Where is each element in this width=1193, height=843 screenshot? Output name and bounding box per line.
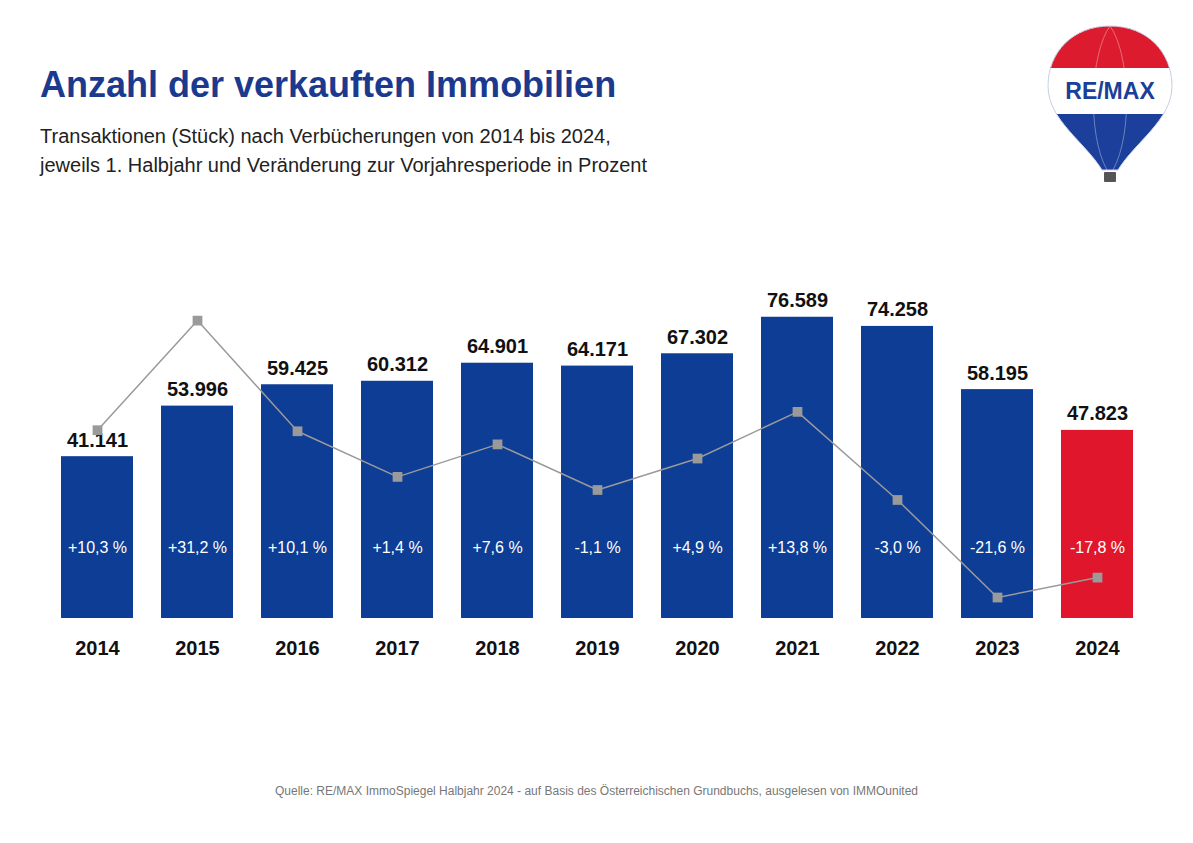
svg-text:67.302: 67.302: [667, 326, 728, 348]
svg-text:41.141: 41.141: [66, 428, 129, 451]
svg-text:+10,1 %: +10,1 %: [268, 539, 327, 556]
svg-text:64.171: 64.171: [567, 338, 628, 360]
svg-text:+4,9 %: +4,9 %: [672, 539, 722, 556]
svg-text:2022: 2022: [875, 637, 920, 659]
svg-text:64.901: 64.901: [467, 335, 528, 357]
svg-text:47.823: 47.823: [1067, 402, 1128, 424]
svg-text:+13,8 %: +13,8 %: [768, 539, 827, 556]
svg-text:2019: 2019: [575, 637, 620, 659]
svg-text:58.195: 58.195: [967, 362, 1028, 384]
svg-text:2023: 2023: [975, 637, 1020, 659]
svg-text:-17,8 %: -17,8 %: [1070, 539, 1125, 556]
html-text:Anzahl der verkauften Immobili: Anzahl der verkauften Immobilien: [40, 64, 617, 105]
svg-text:2015: 2015: [175, 637, 220, 659]
svg-text:60.312: 60.312: [367, 353, 428, 375]
svg-text:-3,0 %: -3,0 %: [874, 539, 920, 556]
svg-text:2016: 2016: [275, 637, 320, 659]
svg-text:2018: 2018: [475, 637, 520, 659]
svg-text:2014: 2014: [75, 637, 120, 659]
svg-text:-21,6 %: -21,6 %: [970, 539, 1025, 556]
svg-text:+31,2 %: +31,2 %: [168, 539, 227, 556]
svg-text:+10,3 %: +10,3 %: [68, 539, 127, 556]
svg-text:2020: 2020: [675, 637, 720, 659]
svg-text:-1,1 %: -1,1 %: [574, 539, 620, 556]
html-text:Transaktionen (Stück) nach Ver: Transaktionen (Stück) nach Verbücherunge…: [40, 125, 647, 176]
svg-text:+7,6 %: +7,6 %: [472, 539, 522, 556]
svg-text:59.425: 59.425: [267, 357, 328, 379]
svg-text:2021: 2021: [775, 637, 820, 659]
svg-text:76.589: 76.589: [767, 289, 828, 311]
svg-text:2024: 2024: [1075, 637, 1120, 659]
svg-text:53.996: 53.996: [167, 378, 228, 400]
html-text:Quelle: RE/MAX ImmoSpiegel Hal: Quelle: RE/MAX ImmoSpiegel Halbjahr 2024…: [275, 784, 918, 798]
svg-text:+1,4 %: +1,4 %: [372, 539, 422, 556]
svg-text:74.258: 74.258: [867, 298, 928, 320]
svg-text:2017: 2017: [375, 637, 420, 659]
svg-text:RE/MAX: RE/MAX: [1065, 78, 1155, 104]
